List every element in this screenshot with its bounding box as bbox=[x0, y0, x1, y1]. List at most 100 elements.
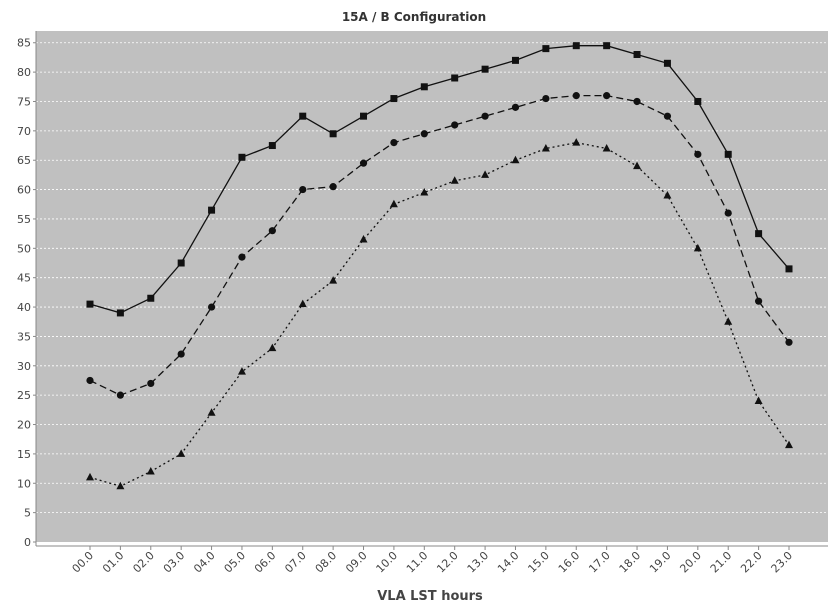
data-point bbox=[360, 112, 368, 120]
data-point bbox=[572, 42, 580, 50]
y-tick-label: 25 bbox=[17, 389, 31, 402]
data-point bbox=[663, 112, 672, 120]
data-point bbox=[663, 190, 672, 199]
data-point bbox=[511, 56, 519, 64]
y-tick-label: 75 bbox=[17, 95, 31, 108]
data-point bbox=[177, 350, 185, 358]
y-tick-label: 0 bbox=[24, 536, 31, 549]
data-point bbox=[177, 449, 186, 457]
data-point bbox=[602, 143, 611, 152]
data-point bbox=[451, 121, 459, 129]
y-tick-label: 60 bbox=[17, 184, 31, 197]
x-axis-ticks: 00.0 01.0 02.0 03.0 04.0 05.0 06.0 07.0 08.0 09.0… bbox=[70, 546, 796, 576]
data-point bbox=[86, 472, 94, 481]
x-tick-label: 04.0 bbox=[191, 549, 218, 576]
grid bbox=[36, 42, 828, 514]
data-point bbox=[724, 150, 732, 158]
data-point bbox=[755, 230, 763, 238]
data-point bbox=[542, 45, 550, 53]
series-line bbox=[89, 45, 790, 314]
data-point bbox=[116, 309, 124, 317]
data-point bbox=[511, 103, 520, 111]
data-point bbox=[238, 153, 246, 161]
y-tick-label: 5 bbox=[24, 507, 31, 520]
data-point bbox=[146, 467, 155, 475]
data-point bbox=[511, 155, 520, 164]
series-line bbox=[89, 94, 790, 396]
data-point bbox=[541, 143, 550, 152]
x-tick-label: 22.0 bbox=[738, 549, 765, 576]
data-point bbox=[785, 265, 793, 273]
y-tick-label: 85 bbox=[17, 37, 31, 50]
y-tick-label: 55 bbox=[17, 213, 31, 226]
data-point bbox=[329, 130, 337, 138]
data-point bbox=[663, 59, 671, 67]
data-point bbox=[481, 170, 490, 178]
data-point bbox=[694, 150, 702, 158]
y-tick-label: 65 bbox=[17, 154, 31, 167]
y-tick-label: 80 bbox=[17, 66, 31, 79]
y-tick-label: 45 bbox=[17, 272, 31, 285]
x-tick-label: 18.0 bbox=[617, 549, 644, 576]
x-tick-label: 23.0 bbox=[769, 549, 796, 576]
data-point bbox=[147, 379, 155, 388]
data-point bbox=[208, 206, 216, 214]
data-point bbox=[755, 297, 763, 305]
data-point bbox=[542, 94, 550, 103]
x-tick-label: 15.0 bbox=[525, 549, 552, 576]
data-point bbox=[603, 92, 611, 100]
y-tick-label: 40 bbox=[17, 301, 31, 314]
data-point bbox=[116, 481, 125, 490]
data-point bbox=[481, 112, 489, 120]
x-tick-label: 10.0 bbox=[374, 549, 401, 576]
data-point bbox=[116, 391, 124, 399]
data-point bbox=[724, 209, 732, 217]
y-tick-label: 10 bbox=[17, 477, 31, 490]
data-point bbox=[572, 92, 580, 100]
data-point bbox=[177, 259, 185, 267]
series bbox=[86, 42, 793, 490]
x-tick-label: 06.0 bbox=[252, 549, 279, 576]
data-point bbox=[268, 343, 277, 352]
data-point bbox=[633, 161, 642, 170]
x-tick-label: 19.0 bbox=[647, 549, 674, 576]
data-point bbox=[237, 367, 246, 375]
data-point bbox=[86, 300, 94, 308]
axes bbox=[35, 31, 828, 547]
data-point bbox=[451, 74, 459, 82]
x-tick-label: 16.0 bbox=[556, 549, 583, 576]
data-point bbox=[390, 138, 398, 147]
data-point bbox=[390, 95, 398, 103]
series-solid bbox=[86, 42, 793, 317]
y-tick-label: 20 bbox=[17, 419, 31, 432]
data-point bbox=[633, 50, 641, 58]
data-point bbox=[147, 294, 155, 302]
data-point bbox=[694, 97, 702, 105]
y-tick-label: 35 bbox=[17, 330, 31, 343]
data-point bbox=[238, 253, 246, 261]
y-tick-label: 30 bbox=[17, 360, 31, 373]
data-point bbox=[359, 159, 368, 167]
data-point bbox=[693, 243, 702, 252]
data-point bbox=[299, 185, 307, 194]
data-point bbox=[420, 130, 428, 138]
chart-title: 15A / B Configuration bbox=[342, 10, 486, 24]
series-dotted bbox=[86, 138, 793, 490]
y-axis-ticks: 0 5 10 15 20 25 30 35 40 45 50 55 60 65 70 75 80 85 bbox=[17, 37, 36, 549]
data-point bbox=[329, 183, 337, 191]
data-point bbox=[268, 142, 276, 150]
y-tick-label: 15 bbox=[17, 448, 31, 461]
x-tick-label: 20.0 bbox=[677, 549, 704, 576]
data-point bbox=[450, 176, 459, 184]
x-tick-label: 01.0 bbox=[100, 549, 127, 576]
plot-area bbox=[36, 31, 828, 542]
x-tick-label: 17.0 bbox=[586, 549, 613, 576]
x-tick-label: 07.0 bbox=[282, 549, 309, 576]
data-point bbox=[603, 42, 611, 50]
data-point bbox=[420, 83, 428, 91]
data-point bbox=[785, 440, 793, 449]
data-point bbox=[359, 235, 368, 243]
data-point bbox=[785, 338, 793, 346]
data-point bbox=[389, 199, 398, 208]
series-dashed bbox=[86, 92, 793, 399]
